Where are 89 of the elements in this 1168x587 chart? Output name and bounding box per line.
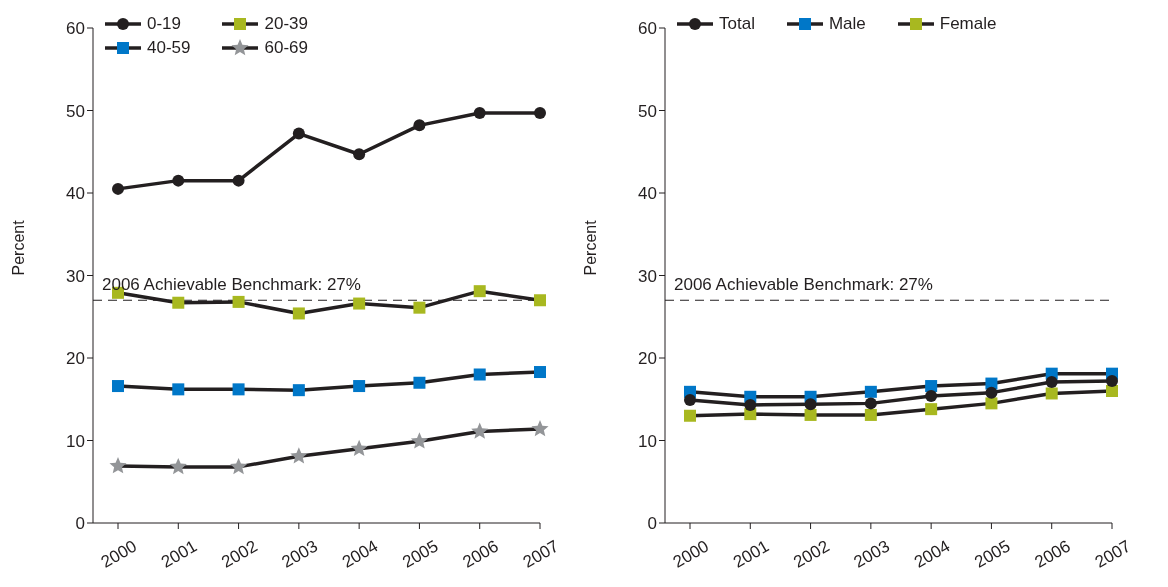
point [169,457,187,475]
x-tick-label: 2005 [399,536,442,572]
legend-label: 0-19 [147,14,182,34]
point [471,422,489,439]
point [925,389,938,402]
ref-line-label: 2006 Achievable Benchmark: 27% [674,275,933,295]
y-tick-label: 10 [66,431,85,451]
y-tick-label: 60 [638,19,657,39]
y-tick-label: 50 [66,101,85,121]
point [413,376,426,389]
x-tick-label: 2007 [519,536,563,572]
point [473,285,486,298]
x-tick-label: 2003 [278,536,321,572]
y-tick-label: 50 [638,101,657,121]
point [1106,375,1118,388]
point [232,174,245,187]
y-tick-label: 10 [638,431,657,451]
y-tick-label: 0 [75,514,85,534]
point [985,397,998,410]
legend-label: Total [719,14,755,34]
y-tick-label: 30 [638,266,657,286]
x-tick-label: 2000 [97,536,141,572]
point [350,439,368,457]
legend-label: 20-39 [264,14,308,34]
point [925,403,938,416]
y-tick-label: 40 [66,184,85,204]
point [172,296,185,309]
x-tick-label: 2000 [669,536,713,572]
legend-label: 40-59 [147,38,191,58]
point [531,419,549,437]
point [534,294,546,307]
point [410,432,428,449]
x-tick-label: 2002 [790,536,833,572]
point [172,383,185,396]
legend-label: 60-69 [264,38,308,58]
x-tick-label: 2001 [730,536,773,572]
legend-label: Female [939,14,997,34]
point [109,457,127,474]
point [290,447,308,464]
point [353,148,366,161]
y-tick-label: 40 [638,184,657,204]
y-axis-title: Percent [9,219,27,276]
point [232,383,245,396]
point [985,386,998,399]
point [292,307,305,320]
point [1045,387,1058,400]
point [353,297,366,310]
point [413,301,426,314]
point [1045,375,1058,388]
point [684,409,696,422]
point [473,106,486,119]
point [353,380,366,393]
x-tick-label: 2006 [459,536,502,572]
point [864,408,877,421]
point [232,295,245,308]
point [112,380,124,393]
point [172,174,185,187]
y-tick-label: 30 [66,266,85,286]
point [112,182,124,195]
point [925,380,938,393]
point [413,119,426,132]
x-tick-label: 2004 [338,536,382,572]
x-tick-label: 2004 [910,536,954,572]
x-tick-label: 2002 [218,536,261,572]
y-axis-title: Percent [581,219,599,276]
point [534,106,546,119]
point [804,408,817,421]
point [864,397,877,410]
point [292,384,305,397]
point [1106,385,1118,397]
point [684,394,696,407]
point [864,385,877,398]
point [292,127,305,140]
point [230,457,248,475]
x-tick-label: 2007 [1091,536,1135,572]
x-tick-label: 2006 [1031,536,1074,572]
y-tick-label: 60 [66,19,85,39]
ref-line-label: 2006 Achievable Benchmark: 27% [102,275,361,295]
point [473,368,486,381]
point [744,399,757,412]
point [534,366,546,379]
x-tick-label: 2001 [158,536,201,572]
y-tick-label: 0 [647,514,657,534]
legend-label: Male [828,14,866,34]
x-tick-label: 2003 [850,536,893,572]
y-tick-label: 20 [638,349,657,369]
x-tick-label: 2005 [971,536,1014,572]
y-tick-label: 20 [66,349,85,369]
point [804,398,817,411]
